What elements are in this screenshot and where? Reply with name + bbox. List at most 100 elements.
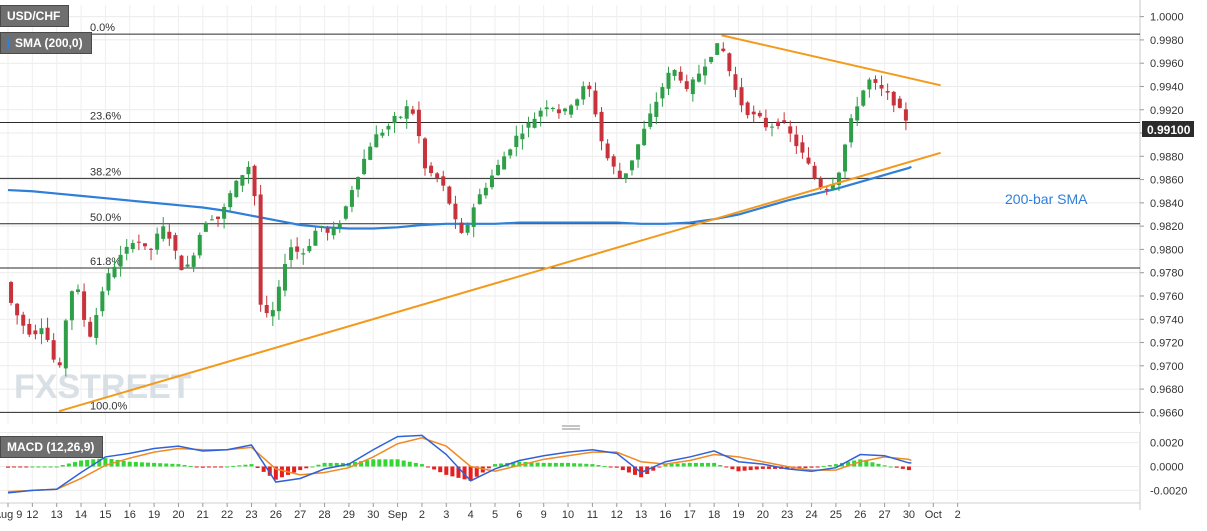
candle-body (836, 172, 841, 185)
candle (903, 102, 908, 131)
candle-body (441, 176, 446, 186)
macd-histogram-bar (170, 463, 175, 467)
macd-histogram-bar (72, 462, 77, 467)
macd-histogram-bar (626, 466, 631, 473)
candle (660, 83, 665, 107)
x-tick-label: 21 (197, 509, 209, 521)
x-tick-label: 4 (468, 509, 474, 521)
candle-body (416, 109, 421, 137)
candle (179, 254, 184, 271)
x-tick-label: 30 (367, 509, 379, 521)
macd-panel: 0.0020 0.0000 -0.0020 (0, 434, 1187, 497)
x-tick-label: 2 (955, 509, 961, 521)
macd-histogram-bar (164, 463, 169, 467)
candle-body (264, 304, 269, 314)
candle-body (142, 243, 147, 247)
macd-histogram-bar (79, 460, 84, 467)
candle-body (806, 157, 811, 164)
candle-body (477, 194, 482, 205)
candle-body (581, 86, 586, 100)
candle (648, 103, 653, 130)
macd-histogram-bar (377, 459, 382, 467)
macd-histogram-bar (139, 462, 144, 467)
x-tick-label: 14 (75, 509, 87, 521)
candle (380, 129, 385, 139)
macd-histogram-bar (681, 463, 686, 467)
candle (636, 144, 641, 168)
svg-text:0.99100: 0.99100 (1147, 123, 1191, 137)
candle-body (745, 102, 750, 116)
macd-histogram-bar (590, 464, 595, 467)
candle-body (903, 109, 908, 121)
macd-histogram-bar (553, 462, 558, 467)
candle-body (721, 48, 726, 52)
macd-histogram-bar (182, 465, 187, 467)
y-tick-label: 1.0000 (1150, 12, 1184, 24)
macd-histogram-bar (493, 464, 497, 467)
sma-indicator-label[interactable]: SMA (200,0) (0, 32, 92, 54)
candle (33, 324, 38, 340)
candle (142, 243, 147, 250)
candle (514, 125, 519, 157)
candle (824, 186, 829, 196)
macd-histogram-bar (736, 466, 741, 472)
y-tick-label: 0.9760 (1150, 291, 1184, 303)
x-tick-label: 25 (830, 509, 842, 521)
candle-body (447, 186, 452, 204)
x-tick-label: 28 (318, 509, 330, 521)
candle-body (289, 247, 294, 260)
y-tick-label: 0.9840 (1150, 198, 1184, 210)
candle-body (88, 321, 93, 337)
candle-body (429, 165, 434, 174)
macd-histogram-bar (456, 466, 461, 478)
candle-body (313, 230, 318, 246)
candle-body (891, 91, 896, 106)
macd-histogram-bar (596, 465, 601, 467)
macd-histogram-bar (54, 466, 59, 468)
macd-histogram-bar (36, 466, 41, 468)
candle-body (812, 165, 817, 179)
candle (849, 113, 854, 148)
candle (264, 295, 269, 318)
macd-histogram-bar (158, 463, 163, 467)
candle-body (57, 362, 62, 366)
candle (410, 106, 415, 116)
candle (575, 98, 580, 110)
macd-histogram-bar (371, 459, 376, 467)
candle-body (343, 206, 348, 219)
candle (836, 171, 841, 192)
candle (222, 203, 227, 229)
macd-histogram-bar (547, 462, 552, 467)
panel-divider-handle[interactable] (0, 424, 1140, 432)
candle (136, 234, 141, 251)
macd-histogram-bar (200, 466, 205, 468)
candle (739, 77, 744, 113)
y-tick-label: 0.9860 (1150, 175, 1184, 187)
macd-histogram-bar (742, 466, 747, 471)
macd-indicator-label[interactable]: MACD (12,26,9) (0, 436, 104, 458)
macd-histogram-bar (413, 462, 418, 467)
macd-histogram-bar (675, 463, 680, 467)
macd-histogram-bar (541, 462, 546, 467)
macd-histogram-bar (657, 466, 662, 468)
macd-histogram-bar (858, 459, 863, 467)
symbol-label[interactable]: USD/CHF (0, 5, 70, 27)
macd-histogram-bar (66, 463, 71, 467)
y-tick-label: 0.9920 (1150, 105, 1184, 117)
macd-histogram-bar (127, 461, 132, 467)
candle (39, 318, 44, 345)
candle-body (9, 282, 14, 303)
candle (800, 135, 805, 159)
candle-body (569, 105, 574, 115)
x-tick-label: 9 (541, 509, 547, 521)
candle-body (800, 142, 805, 153)
candle (100, 286, 105, 317)
macd-histogram-bar (663, 464, 668, 467)
x-tick-label: 23 (781, 509, 793, 521)
x-tick-label: 19 (732, 509, 744, 521)
macd-histogram-bar (827, 465, 832, 467)
candle-body (118, 254, 123, 267)
candle-body (885, 91, 890, 93)
candle (349, 185, 354, 213)
candle-body (532, 118, 537, 128)
